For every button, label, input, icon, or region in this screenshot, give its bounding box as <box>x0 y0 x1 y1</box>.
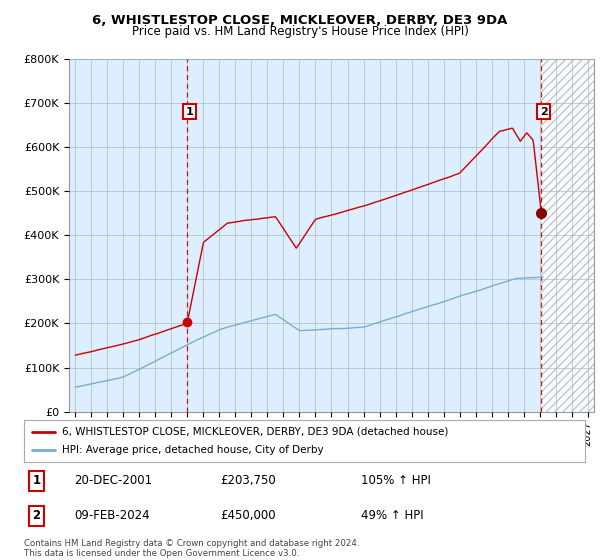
Bar <box>541 59 594 412</box>
Text: 6, WHISTLESTOP CLOSE, MICKLEOVER, DERBY, DE3 9DA: 6, WHISTLESTOP CLOSE, MICKLEOVER, DERBY,… <box>92 14 508 27</box>
Text: HPI: Average price, detached house, City of Derby: HPI: Average price, detached house, City… <box>62 445 324 455</box>
Text: 2: 2 <box>540 107 548 116</box>
Text: Price paid vs. HM Land Registry's House Price Index (HPI): Price paid vs. HM Land Registry's House … <box>131 25 469 38</box>
Text: Contains HM Land Registry data © Crown copyright and database right 2024.
This d: Contains HM Land Registry data © Crown c… <box>24 539 359 558</box>
Text: 105% ↑ HPI: 105% ↑ HPI <box>361 474 430 487</box>
Text: 49% ↑ HPI: 49% ↑ HPI <box>361 510 423 522</box>
Text: 1: 1 <box>185 107 193 116</box>
Text: £450,000: £450,000 <box>220 510 276 522</box>
Text: 2: 2 <box>32 510 40 522</box>
Text: 1: 1 <box>32 474 40 487</box>
Text: £203,750: £203,750 <box>220 474 276 487</box>
Text: 20-DEC-2001: 20-DEC-2001 <box>74 474 152 487</box>
Text: 6, WHISTLESTOP CLOSE, MICKLEOVER, DERBY, DE3 9DA (detached house): 6, WHISTLESTOP CLOSE, MICKLEOVER, DERBY,… <box>62 427 449 437</box>
Text: 09-FEB-2024: 09-FEB-2024 <box>74 510 150 522</box>
